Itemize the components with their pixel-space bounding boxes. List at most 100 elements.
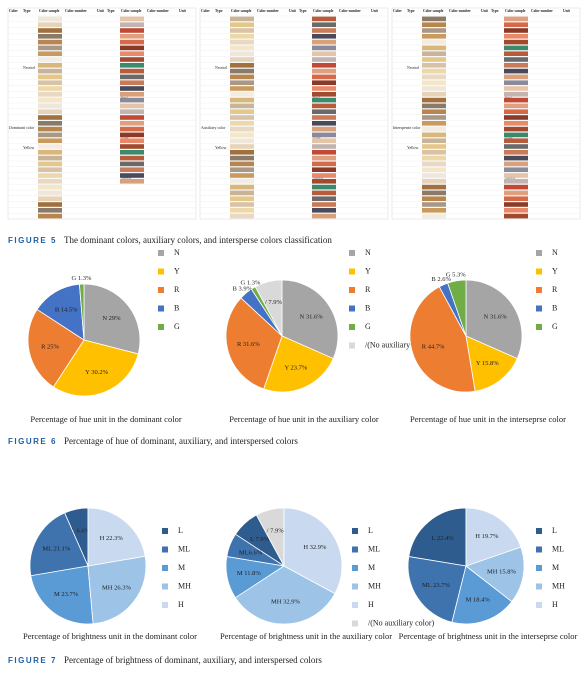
legend-swatch: [352, 583, 358, 590]
color-swatch: [230, 121, 254, 126]
color-swatch: [38, 173, 62, 178]
color-swatch: [38, 167, 62, 172]
color-swatch: [422, 39, 446, 45]
legend-label: Y: [174, 266, 180, 275]
color-swatch: [312, 202, 336, 207]
color-swatch: [120, 63, 144, 68]
color-swatch: [230, 173, 254, 178]
color-swatch: [504, 132, 528, 138]
legend-swatch: [158, 305, 164, 312]
legend-swatch: [162, 565, 168, 571]
color-swatch: [312, 92, 336, 97]
color-swatch: [312, 150, 336, 155]
color-swatch: [38, 132, 62, 138]
figure-label: FIGURE 5: [8, 236, 57, 245]
color-swatch: [38, 144, 62, 149]
color-swatch: [422, 126, 446, 132]
color-swatch: [504, 167, 528, 172]
color-swatch: [38, 39, 62, 45]
color-swatch: [38, 179, 62, 184]
color-swatch: [312, 184, 336, 190]
table-header: Type: [215, 9, 223, 13]
color-swatch: [230, 45, 254, 51]
pie-slice: [30, 565, 94, 625]
slice-label: Y 15.8%: [476, 360, 499, 367]
type-label: Yellow: [215, 145, 226, 150]
color-swatch: [230, 80, 254, 85]
legend-label: B: [552, 303, 557, 312]
pie-slice: [409, 286, 476, 393]
table-header: Color: [9, 9, 18, 13]
color-swatch: [230, 103, 254, 109]
color-swatch: [504, 150, 528, 155]
color-swatch: [38, 63, 62, 68]
color-swatch: [120, 45, 144, 51]
color-table: Color Type Color sample Color number Unit Typ…: [7, 7, 581, 220]
slice-label: B 14.5%: [55, 307, 78, 314]
color-swatch: [504, 184, 528, 190]
color-swatch: [120, 74, 144, 80]
color-swatch: [120, 80, 144, 85]
color-swatch: [120, 115, 144, 120]
color-swatch: [120, 126, 144, 132]
color-swatch: [120, 16, 144, 22]
color-swatch: [120, 144, 144, 149]
color-swatch: [230, 109, 254, 114]
color-swatch: [312, 39, 336, 45]
color-swatch: [312, 144, 336, 149]
color-swatch: [230, 86, 254, 91]
slice-label: B 3.9%: [233, 285, 253, 292]
color-swatch: [38, 22, 62, 27]
color-swatch: [230, 132, 254, 138]
slice-label: R 31.6%: [237, 341, 260, 348]
color-swatch: [230, 213, 254, 219]
legend-label: /(No auxiliary color): [365, 340, 432, 349]
legend-swatch: [536, 268, 542, 275]
color-swatch: [312, 173, 336, 178]
slice-label: H 22.3%: [100, 535, 124, 542]
type-label: Yellow: [23, 145, 34, 150]
pie-slice: [27, 308, 85, 388]
color-swatch: [230, 39, 254, 45]
slice-label: ML 21.1%: [42, 545, 71, 552]
color-swatch: [504, 74, 528, 80]
slice-label: MH 32.9%: [271, 598, 300, 605]
color-swatch: [230, 208, 254, 213]
color-swatch: [422, 34, 446, 39]
color-swatch: [38, 45, 62, 51]
color-swatch: [120, 132, 144, 138]
table-header: Unit: [289, 9, 297, 13]
legend-swatch: [536, 583, 542, 590]
color-swatch: [504, 179, 528, 184]
group-label: Auxiliary color: [201, 125, 226, 130]
table-frame: [391, 7, 581, 220]
legend-swatch: [349, 324, 355, 330]
color-swatch: [38, 103, 62, 109]
color-swatch: [38, 213, 62, 219]
color-swatch: [422, 63, 446, 68]
legend-swatch: [536, 528, 542, 534]
legend-swatch: [158, 250, 164, 256]
pie-slice: [447, 279, 467, 337]
legend-label: N: [174, 248, 180, 257]
figure-caption: The dominant colors, auxiliary colors, a…: [64, 235, 332, 245]
table-header: Color sample: [423, 9, 444, 13]
type-label: Neutral: [215, 65, 228, 70]
color-swatch: [38, 28, 62, 33]
color-swatch: [312, 74, 336, 80]
color-swatch: [230, 74, 254, 80]
legend-swatch: [349, 268, 355, 275]
color-swatch: [230, 184, 254, 190]
color-swatch: [230, 196, 254, 201]
color-swatch: [504, 138, 528, 143]
slice-label: H 19.7%: [475, 533, 499, 540]
color-swatch: [38, 155, 62, 161]
table-header: Unit: [563, 9, 571, 13]
color-swatch: [38, 196, 62, 201]
color-swatch: [422, 173, 446, 178]
color-swatch: [38, 16, 62, 22]
color-swatch: [504, 161, 528, 167]
table-header: Type: [491, 9, 499, 13]
slice-label: H 32.9%: [303, 544, 327, 551]
